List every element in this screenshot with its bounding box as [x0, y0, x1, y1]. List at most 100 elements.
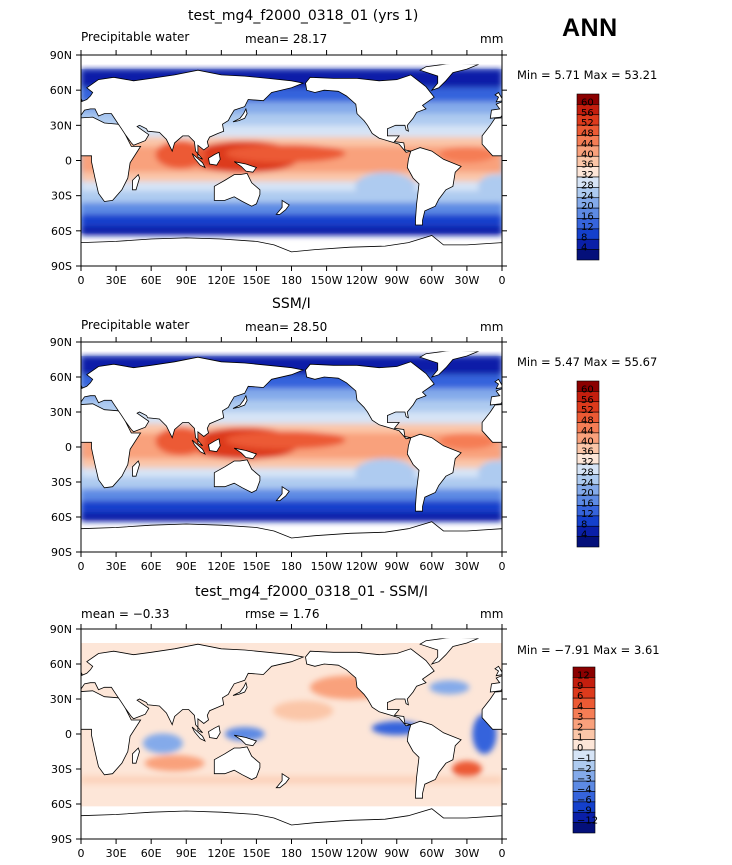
panel2-ytick-label: 60N	[50, 371, 72, 384]
panel1-xtick-label: 0	[78, 274, 85, 287]
colorbar-level-label: −2	[577, 764, 592, 775]
panel3-xtick-label: 60W	[419, 847, 444, 860]
colorbar-level-label: 4	[577, 702, 583, 713]
panel3-rmse-label: rmse = 1.76	[245, 607, 320, 621]
colorbar-level-label: 1	[577, 733, 583, 744]
panel3-units-label: mm	[480, 607, 504, 621]
colorbar-level-label: 12	[581, 509, 594, 520]
colorbar-level-label: 12	[581, 222, 594, 233]
panel2-xtick-label: 120W	[346, 560, 378, 573]
panel3-mean-label: mean = −0.33	[81, 607, 170, 621]
panel1-variable-label: Precipitable water	[81, 30, 190, 44]
panel3-ytick-label: 90N	[50, 623, 72, 636]
panel2-xtick-label: 60E	[141, 560, 162, 573]
panel2-xtick-label: 30E	[106, 560, 127, 573]
panel2-xtick-label: 150W	[311, 560, 343, 573]
panel3-ytick-label: 90S	[51, 833, 72, 846]
panel3-xtick-label: 150W	[311, 847, 343, 860]
panel1-ytick-label: 60S	[51, 225, 72, 238]
panel1-xtick-label: 0	[499, 274, 506, 287]
panel1-map: 0 30E 60E 90E 120E 150E 180 150W 120W 90W 60W 30W 09…	[50, 49, 507, 287]
panel3-minmax-label: Min = −7.91 Max = 3.61	[517, 643, 660, 657]
panel1-xtick-label: 30E	[106, 274, 127, 287]
colorbar-level-label: 9	[577, 681, 583, 692]
colorbar-level-label: 24	[581, 191, 594, 202]
colorbar-level-label: 44	[581, 426, 594, 437]
panel3-ytick-label: 60S	[51, 798, 72, 811]
colorbar-level-label: 32	[581, 457, 594, 468]
panel2-xtick-label: 0	[499, 560, 506, 573]
panel3-ytick-label: 60N	[50, 658, 72, 671]
colorbar-level-label: 20	[581, 488, 594, 499]
panel2-ytick-label: 60S	[51, 511, 72, 524]
colorbar-level-label: 0	[577, 743, 583, 754]
panel1-ytick-label: 90S	[51, 260, 72, 273]
panel1-xtick-label: 150E	[242, 274, 270, 287]
panel2-ytick-label: 90N	[50, 336, 72, 349]
panel1-xtick-label: 150W	[311, 274, 343, 287]
panel2-minmax-label: Min = 5.47 Max = 55.67	[517, 355, 658, 369]
panel2-xtick-label: 180	[281, 560, 302, 573]
panel1-minmax-label: Min = 5.71 Max = 53.21	[517, 68, 658, 82]
panel1-units-label: mm	[480, 32, 504, 46]
colorbar-level-label: 20	[581, 201, 594, 212]
panel2-xtick-label: 0	[78, 560, 85, 573]
colorbar-level-label: 56	[581, 395, 594, 406]
colorbar-level-label: 60	[581, 97, 594, 108]
colorbar-level-label: 24	[581, 478, 594, 489]
panel3-ytick-label: 30N	[50, 693, 72, 706]
colorbar-swatch	[576, 249, 600, 261]
season-label: ANN	[562, 14, 618, 42]
panel3-xtick-label: 90E	[176, 847, 197, 860]
panel3-xtick-label: 180	[281, 847, 302, 860]
panel3-xtick-label: 0	[78, 847, 85, 860]
colorbar-level-label: 8	[581, 519, 587, 530]
colorbar-level-label: −1	[577, 753, 592, 764]
panel2-xtick-label: 90W	[384, 560, 409, 573]
panel3-ytick-label: 0	[65, 728, 72, 741]
panel1-xtick-label: 120W	[346, 274, 378, 287]
panel3-xtick-label: 150E	[242, 847, 270, 860]
panel3-xtick-label: 120W	[346, 847, 378, 860]
colorbar-level-label: −3	[577, 774, 592, 785]
colorbar-level-label: 40	[581, 149, 594, 160]
colorbar-level-label: 44	[581, 139, 594, 150]
panel2-xtick-label: 150E	[242, 560, 270, 573]
colorbar-swatch	[572, 822, 596, 834]
panel1-ytick-label: 30S	[51, 190, 72, 203]
colorbar-level-label: −12	[577, 816, 598, 827]
colorbar-level-label: 48	[581, 129, 594, 140]
colorbar-level-label: 16	[581, 212, 594, 223]
panel1-ytick-label: 90N	[50, 49, 72, 62]
colorbar-level-label: 52	[581, 118, 594, 129]
panel3-xtick-label: 60E	[141, 847, 162, 860]
colorbar-level-label: 2	[577, 722, 583, 733]
panel2-xtick-label: 120E	[207, 560, 235, 573]
colorbar-level-label: −9	[577, 805, 592, 816]
panel3-xtick-label: 30W	[454, 847, 479, 860]
panel1-xtick-label: 30W	[454, 274, 479, 287]
colorbar-level-label: 36	[581, 160, 594, 171]
panel1-mean-label: mean= 28.17	[245, 32, 328, 46]
panel3-xtick-label: 120E	[207, 847, 235, 860]
panel2-ytick-label: 0	[65, 441, 72, 454]
panel1-xtick-label: 90W	[384, 274, 409, 287]
panel3-map: 0 30E 60E 90E 120E 150E 180 150W 120W 90W 60W 30W 09…	[50, 623, 507, 860]
panel3-xtick-label: 0	[499, 847, 506, 860]
colorbar-level-label: 3	[577, 712, 583, 723]
panel1-xtick-label: 90E	[176, 274, 197, 287]
colorbar-level-label: 8	[581, 232, 587, 243]
panel1-xtick-label: 120E	[207, 274, 235, 287]
panel2-ytick-label: 30S	[51, 476, 72, 489]
panel1-title: test_mg4_f2000_0318_01 (yrs 1)	[188, 8, 419, 24]
panel2-xtick-label: 60W	[419, 560, 444, 573]
colorbar-level-label: 48	[581, 416, 594, 427]
panel3-title: test_mg4_f2000_0318_01 - SSM/I	[195, 584, 428, 600]
panel2-xtick-label: 90E	[176, 560, 197, 573]
panel1-ytick-label: 0	[65, 155, 72, 168]
panel2-xtick-label: 30W	[454, 560, 479, 573]
colorbar-level-label: 4	[581, 243, 587, 254]
